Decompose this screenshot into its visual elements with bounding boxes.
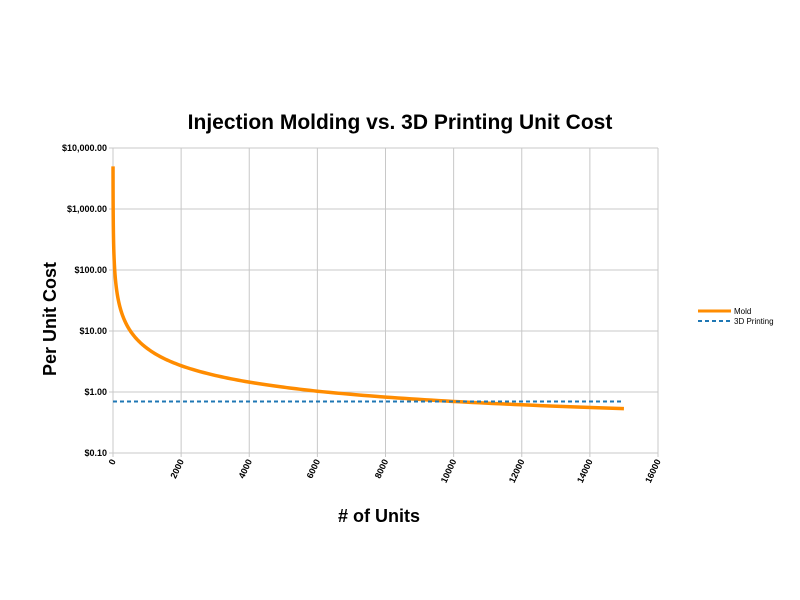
chart-title: Injection Molding vs. 3D Printing Unit C… — [188, 111, 613, 134]
x-tick-label: 2000 — [168, 458, 186, 480]
x-tick-labels: 0 2000 4000 6000 8000 10000 12000 14000 16000 — [107, 458, 663, 485]
legend-label-3d-printing: 3D Printing — [734, 317, 774, 326]
x-tick-label: 6000 — [305, 458, 323, 480]
x-tick-label: 8000 — [373, 458, 391, 480]
grid — [109, 147, 659, 457]
x-tick-label: 10000 — [439, 458, 459, 485]
y-axis-label: Per Unit Cost — [40, 262, 60, 376]
legend: Mold 3D Printing — [698, 307, 774, 326]
x-tick-label: 16000 — [643, 458, 663, 485]
x-tick-label: 4000 — [237, 458, 255, 480]
y-tick-labels: $0.10 $1.00 $10.00 $100.00 $1,000.00 $10,000.… — [62, 143, 107, 458]
y-tick-label: $0.10 — [84, 448, 107, 458]
x-tick-label: 14000 — [575, 458, 595, 485]
series-group — [111, 166, 624, 411]
y-tick-label: $100.00 — [74, 265, 107, 275]
y-tick-label: $10,000.00 — [62, 143, 107, 153]
y-tick-label: $10.00 — [79, 326, 107, 336]
legend-label-mold: Mold — [734, 307, 751, 316]
y-tick-label: $1,000.00 — [67, 204, 107, 214]
y-tick-label: $1.00 — [84, 387, 107, 397]
series-line-mold — [111, 166, 624, 411]
x-tick-label: 12000 — [507, 458, 527, 485]
x-tick-label: 0 — [107, 458, 118, 467]
x-axis-label: # of Units — [338, 506, 420, 526]
